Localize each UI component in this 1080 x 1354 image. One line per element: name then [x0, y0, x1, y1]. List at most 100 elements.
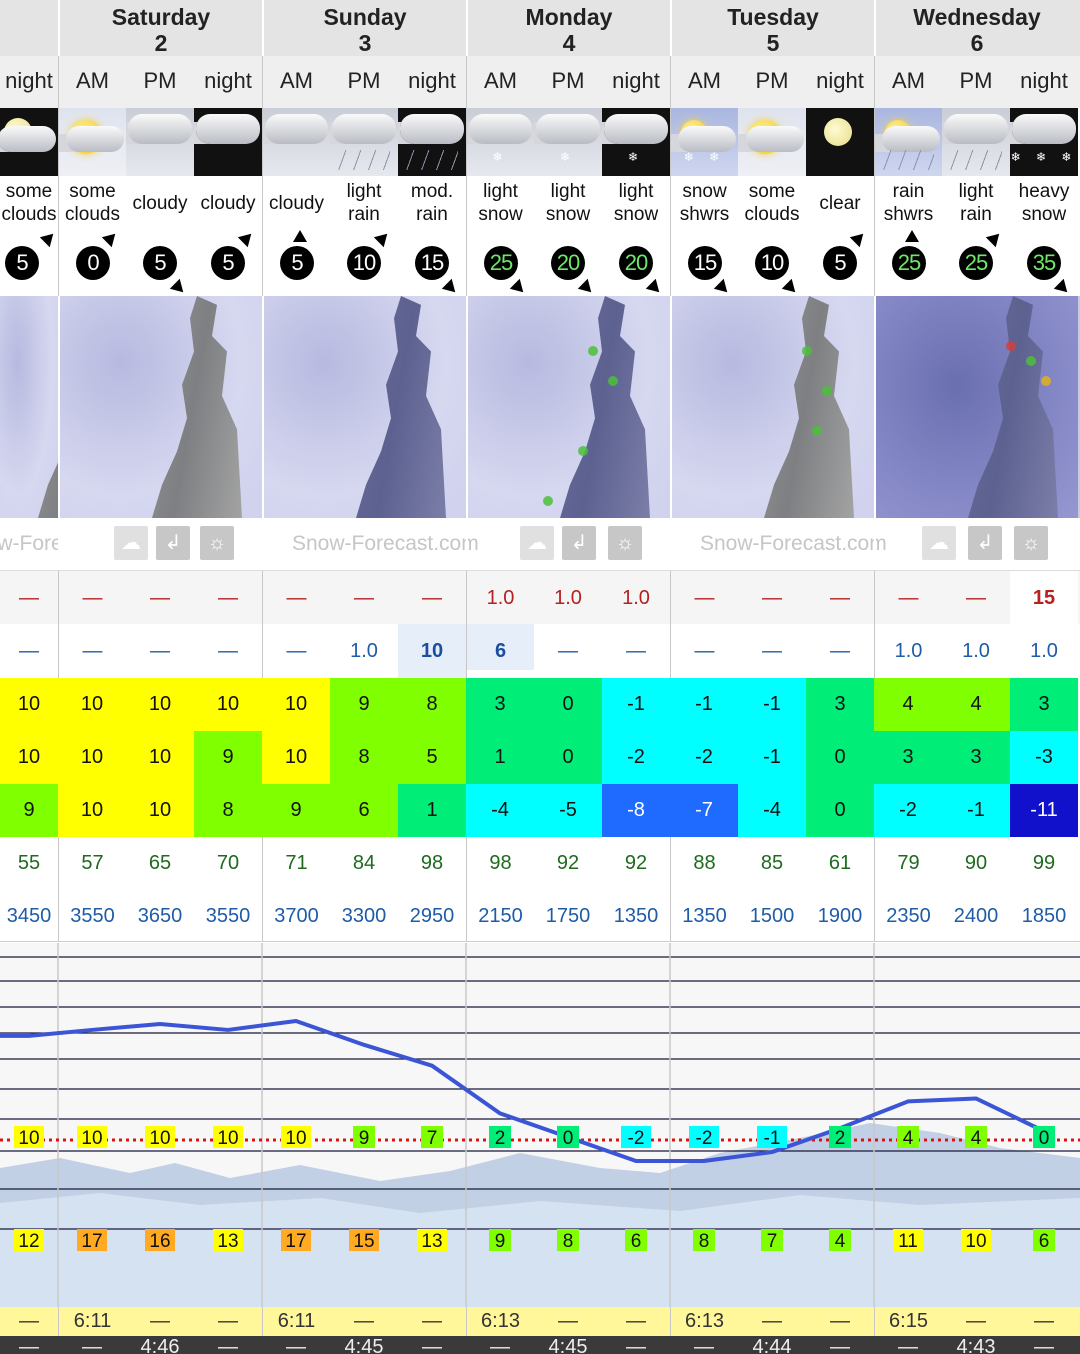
humidity-cell: 61	[806, 837, 874, 890]
lower-temp-label-box	[961, 1229, 991, 1251]
arrow-down-icon[interactable]: ↲	[562, 526, 596, 560]
arrow-down-icon[interactable]: ↲	[968, 526, 1002, 560]
sunset-cell: —	[670, 1336, 738, 1354]
temperature-max-cell: 10	[262, 678, 330, 731]
humidity-value: 84	[352, 852, 376, 874]
temperature-chill-value: 0	[834, 799, 846, 821]
branding-segment: ☁ ↲ ☼	[58, 518, 262, 570]
description-line: snow	[1021, 204, 1067, 225]
temperature-chill-cell: 6	[330, 784, 398, 837]
weather-description-cell: some clouds	[738, 176, 806, 228]
wind-cell: 5	[0, 228, 59, 296]
sunset-time: 4:45	[344, 1336, 384, 1354]
wind-direction-icon	[713, 278, 733, 298]
precip-map[interactable]	[0, 296, 58, 518]
wind-speed-badge: 10	[755, 246, 789, 280]
sun-icon[interactable]: ☼	[1014, 526, 1048, 560]
rain-amount: —	[218, 640, 238, 662]
upper-temp-label-box	[621, 1126, 651, 1148]
freezing-level-value: 3300	[341, 905, 387, 927]
lower-temp-label: 12	[18, 1231, 39, 1252]
day-header	[0, 0, 58, 56]
rain-amount: —	[762, 640, 782, 662]
period-label: AM	[484, 68, 517, 93]
wind-cell: 5	[262, 228, 330, 296]
sunset-time: 4:43	[956, 1336, 996, 1354]
snow-cell: —	[0, 571, 58, 624]
sunrise-cell: 6:11	[58, 1307, 126, 1336]
freezing-level-value: 3650	[137, 905, 183, 927]
wind-cell: 0	[58, 228, 126, 296]
humidity-cell: 92	[534, 837, 602, 890]
branding-segment: Snow-Forecast.com	[0, 518, 58, 570]
temperature-max-cell: -1	[670, 678, 738, 731]
snow-amount: —	[830, 587, 850, 609]
temperature-max-cell: 0	[534, 678, 602, 731]
precip-map[interactable]	[262, 296, 466, 518]
weather-description: some clouds	[745, 180, 800, 226]
period-label: PM	[143, 68, 177, 93]
sunset-cell: —	[398, 1336, 466, 1354]
upper-temp-label: 10	[217, 1128, 238, 1149]
weather-icon-cell	[330, 108, 398, 176]
temperature-max-cell: 4	[874, 678, 942, 731]
wind-cell: 25	[874, 228, 942, 296]
lower-temp-label: 13	[217, 1231, 238, 1252]
description-line: snow	[478, 204, 523, 225]
lower-temp-label: 8	[563, 1231, 574, 1252]
wind-speed-badge: 20	[619, 246, 653, 280]
upper-temp-label-box	[1033, 1126, 1055, 1148]
precip-map[interactable]	[670, 296, 874, 518]
wind-cell: 15	[670, 228, 738, 298]
wind-speed-badge: 25	[484, 246, 518, 280]
upper-temp-label: 10	[18, 1128, 39, 1149]
lower-temp-label: 16	[149, 1231, 170, 1252]
rain-amount: 10	[420, 640, 444, 662]
temperature-chill-value: -4	[491, 799, 509, 821]
precip-map[interactable]	[874, 296, 1078, 518]
lower-temp-label-box	[489, 1229, 511, 1251]
day-header: Wednesday 6	[874, 0, 1078, 56]
freezing-level-value: 1350	[613, 905, 659, 927]
arrow-down-icon[interactable]: ↲	[156, 526, 190, 560]
temperature-min-value: 0	[834, 746, 846, 768]
weather-icon-cell: ❄	[534, 108, 602, 176]
temperature-chill-value: -1	[967, 799, 985, 821]
freezing-level-value: 3450	[6, 905, 52, 927]
wind-direction-icon	[237, 228, 257, 248]
weather-description-row: some clouds some clouds cloudy cloudy cloudy li…	[0, 176, 1080, 228]
humidity-cell: 99	[1010, 837, 1078, 890]
sunrise-cell: —	[806, 1307, 874, 1336]
sunrise-time: —	[19, 1310, 39, 1332]
weather-description: light rain	[347, 180, 382, 226]
weather-description-cell: some clouds	[0, 176, 58, 228]
lower-temp-label: 8	[699, 1231, 710, 1252]
humidity-cell: 98	[466, 837, 534, 890]
wind-speed-badge: 35	[1027, 246, 1061, 280]
cloud-icon[interactable]: ☁	[520, 526, 554, 560]
snow-cell: 15	[1010, 571, 1078, 624]
weather-description: cloudy	[201, 192, 256, 215]
weather-icon-cell	[398, 108, 466, 176]
sunset-time: —	[422, 1336, 442, 1354]
heavy-snow-night-icon: ❄ ❄ ❄	[1010, 108, 1078, 176]
freezing-level-cell: 1900	[806, 890, 874, 941]
temperature-chill-cell: 8	[194, 784, 262, 837]
temperature-max-cell: 3	[466, 678, 534, 731]
temperature-max-cell: 10	[126, 678, 194, 731]
day-header: Sunday 3	[262, 0, 466, 56]
freezing-level-cell: 2950	[398, 890, 466, 941]
freezing-level-value: 2150	[478, 905, 523, 927]
cloud-icon[interactable]: ☁	[922, 526, 956, 560]
sunset-time: —	[626, 1336, 646, 1354]
sun-icon[interactable]: ☼	[200, 526, 234, 560]
weather-description-cell: light snow	[602, 176, 670, 228]
precip-map[interactable]	[466, 296, 670, 518]
period-cell: AM	[670, 56, 738, 108]
cloud-icon[interactable]: ☁	[114, 526, 148, 560]
weather-icon-cell	[262, 108, 330, 176]
precip-map[interactable]	[58, 296, 262, 518]
description-line: cloudy	[200, 192, 256, 214]
temperature-max-value: 3	[834, 693, 846, 715]
sun-icon[interactable]: ☼	[608, 526, 642, 560]
